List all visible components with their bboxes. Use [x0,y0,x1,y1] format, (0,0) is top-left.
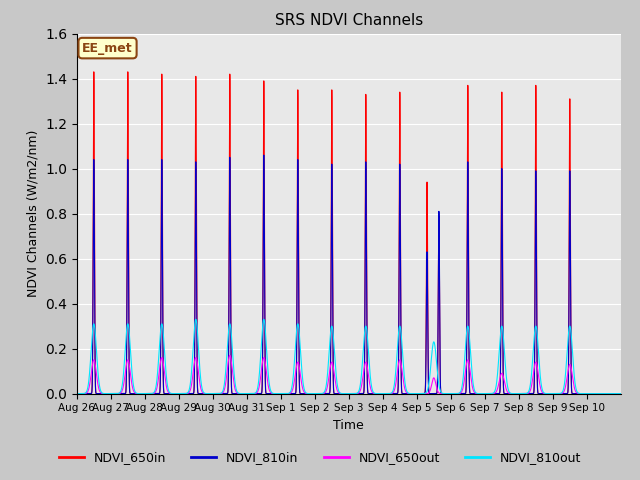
NDVI_810out [73,391,81,396]
Line: NDVI_810out: NDVI_810out [77,319,621,394]
NDVI_650in [541,391,549,396]
NDVI_650in [92,384,99,390]
Line: NDVI_650out: NDVI_650out [77,355,621,394]
NDVI_810in [541,391,549,396]
Line: NDVI_650in: NDVI_650in [77,72,621,394]
NDVI_810out [376,391,383,396]
NDVI_810in [280,391,288,396]
NDVI_650out [92,363,99,369]
Legend: NDVI_650in, NDVI_810in, NDVI_650out, NDVI_810out: NDVI_650in, NDVI_810in, NDVI_650out, NDV… [54,446,586,469]
Text: EE_met: EE_met [82,42,133,55]
NDVI_650out [73,391,81,396]
NDVI_650in [280,391,288,396]
NDVI_650in [73,391,81,396]
NDVI_810in [260,152,268,158]
NDVI_650in [473,391,481,396]
NDVI_650out [473,391,481,396]
NDVI_650out [376,391,383,396]
NDVI_810out [473,390,481,396]
NDVI_810out [338,391,346,396]
NDVI_650in [617,391,625,396]
NDVI_810in [473,391,481,396]
NDVI_810out [280,391,288,396]
NDVI_810in [617,391,625,396]
NDVI_650in [589,391,597,396]
NDVI_650out [226,352,234,358]
NDVI_810out [192,316,200,322]
NDVI_650in [376,391,383,396]
X-axis label: Time: Time [333,419,364,432]
NDVI_810in [338,391,346,396]
NDVI_650out [541,391,549,396]
NDVI_810in [92,385,99,391]
NDVI_650in [338,391,346,396]
Line: NDVI_810in: NDVI_810in [77,155,621,394]
Y-axis label: NDVI Channels (W/m2/nm): NDVI Channels (W/m2/nm) [26,130,40,297]
NDVI_810in [376,391,383,396]
NDVI_810out [617,391,625,396]
Title: SRS NDVI Channels: SRS NDVI Channels [275,13,423,28]
NDVI_810out [92,333,99,339]
NDVI_650out [617,391,625,396]
NDVI_810in [589,391,597,396]
NDVI_810in [73,391,81,396]
NDVI_650out [280,391,288,396]
NDVI_810out [541,391,549,396]
NDVI_650in [90,69,98,75]
NDVI_650out [338,391,346,396]
